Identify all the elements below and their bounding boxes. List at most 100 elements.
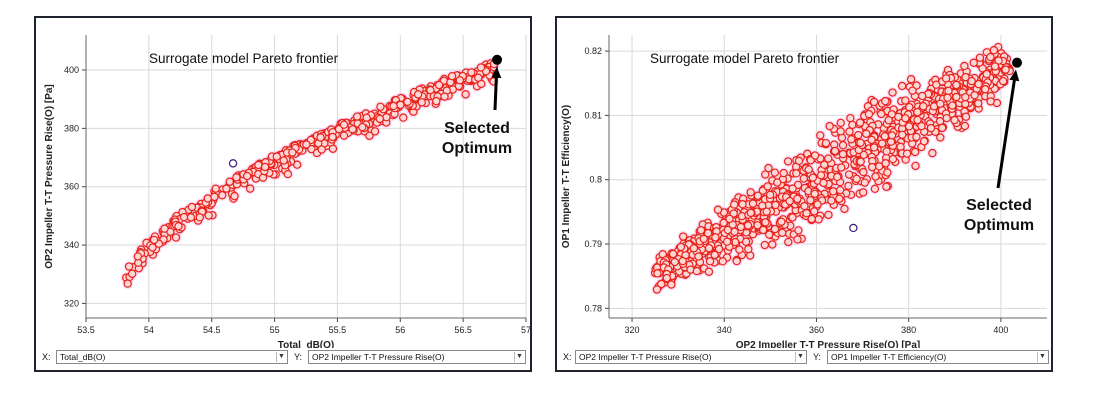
data-point	[758, 225, 768, 235]
data-point	[990, 62, 1000, 71]
data-point	[714, 244, 724, 254]
data-point	[784, 237, 793, 247]
data-points	[649, 41, 1016, 296]
chart-title: Surrogate model Pareto frontier	[149, 51, 339, 66]
data-point	[844, 170, 854, 179]
data-point	[316, 133, 325, 142]
data-point	[753, 221, 762, 230]
data-point	[670, 257, 679, 267]
x-tick-label: 55	[270, 325, 280, 335]
data-point	[204, 211, 213, 220]
data-point	[867, 135, 876, 145]
data-point	[840, 204, 849, 214]
data-point	[788, 184, 797, 193]
data-point	[260, 162, 270, 172]
data-point	[898, 130, 907, 139]
data-point	[824, 210, 833, 220]
annotation-arrow-shaft	[996, 77, 1017, 189]
x-axis-dropdown-value: Total_dB(O)	[60, 352, 106, 362]
chevron-down-icon[interactable]: ▼	[514, 352, 524, 362]
data-point	[760, 240, 770, 250]
y-selector-label: Y:	[294, 352, 303, 362]
data-point	[210, 192, 219, 202]
data-point	[179, 212, 189, 222]
data-point	[905, 102, 914, 112]
data-point	[792, 169, 801, 178]
data-point	[743, 221, 753, 230]
data-point	[882, 182, 891, 192]
data-point	[937, 123, 947, 133]
data-point	[328, 132, 337, 142]
data-point	[829, 187, 838, 196]
data-point	[413, 90, 423, 99]
data-point	[432, 96, 441, 106]
data-point	[149, 235, 159, 245]
data-point	[816, 131, 825, 140]
data-point	[875, 162, 884, 171]
y-axis-dropdown[interactable]: OP1 Impeller T-T Efficiency(O) ▼	[827, 350, 1049, 364]
data-point	[859, 167, 868, 177]
data-point	[961, 112, 971, 121]
data-point	[302, 140, 311, 149]
data-point	[883, 168, 892, 177]
y-axis-dropdown-value: OP1 Impeller T-T Efficiency(O)	[831, 352, 947, 362]
data-point	[657, 279, 666, 289]
x-axis-dropdown[interactable]: OP2 Impeller T-T Pressure Rise(O) ▼	[575, 350, 807, 364]
data-point	[704, 267, 714, 276]
chevron-down-icon[interactable]: ▼	[276, 352, 286, 362]
data-point	[426, 85, 435, 95]
chevron-down-icon[interactable]: ▼	[1037, 352, 1047, 362]
data-point	[339, 131, 349, 140]
data-point	[859, 150, 868, 160]
data-point	[884, 116, 893, 125]
selected-optimum-point	[492, 54, 503, 65]
data-point	[856, 157, 865, 166]
data-point	[888, 88, 897, 97]
y-tick-label: 0.79	[584, 239, 602, 249]
data-point	[880, 132, 890, 141]
data-point	[952, 80, 961, 90]
annotation-arrow-shaft	[493, 74, 498, 111]
data-point	[365, 131, 374, 140]
data-point	[741, 237, 751, 246]
data-point	[887, 131, 897, 140]
data-point	[461, 90, 470, 99]
data-point	[736, 222, 746, 232]
data-point	[230, 191, 239, 201]
data-point	[722, 237, 732, 246]
x-tick-label: 360	[809, 325, 824, 335]
x-tick-label: 340	[717, 325, 732, 335]
data-point	[652, 285, 662, 294]
data-point	[961, 72, 970, 82]
data-point	[975, 53, 985, 62]
data-point	[802, 209, 811, 218]
y-tick-label: 400	[64, 65, 79, 75]
data-point	[339, 120, 349, 129]
data-point	[283, 169, 293, 179]
data-point	[919, 102, 928, 111]
data-point	[808, 173, 818, 182]
highlighted-point	[849, 223, 858, 233]
data-point	[810, 189, 819, 199]
data-point	[124, 262, 134, 271]
data-point	[696, 225, 706, 235]
axis-selector-row-right: X: OP2 Impeller T-T Pressure Rise(O) ▼ Y…	[561, 350, 1049, 366]
y-axis-label: OP2 Impeller T-T Pressure Rise(O) [Pa]	[44, 84, 55, 269]
data-point	[836, 118, 845, 128]
x-axis-dropdown[interactable]: Total_dB(O) ▼	[56, 350, 288, 364]
y-tick-label: 320	[64, 298, 79, 308]
data-point	[982, 69, 991, 79]
data-point	[819, 178, 828, 188]
y-tick-label: 0.8	[589, 175, 602, 185]
y-axis-dropdown[interactable]: OP2 Impeller T-T Pressure Rise(O) ▼	[308, 350, 526, 364]
data-point	[467, 68, 476, 77]
data-point	[926, 123, 936, 133]
data-point	[746, 208, 755, 218]
data-point	[809, 207, 819, 216]
data-point	[705, 257, 715, 266]
data-point	[854, 130, 863, 140]
data-point	[913, 107, 922, 117]
data-point	[771, 200, 780, 210]
data-point	[222, 184, 231, 193]
chevron-down-icon[interactable]: ▼	[795, 352, 805, 362]
